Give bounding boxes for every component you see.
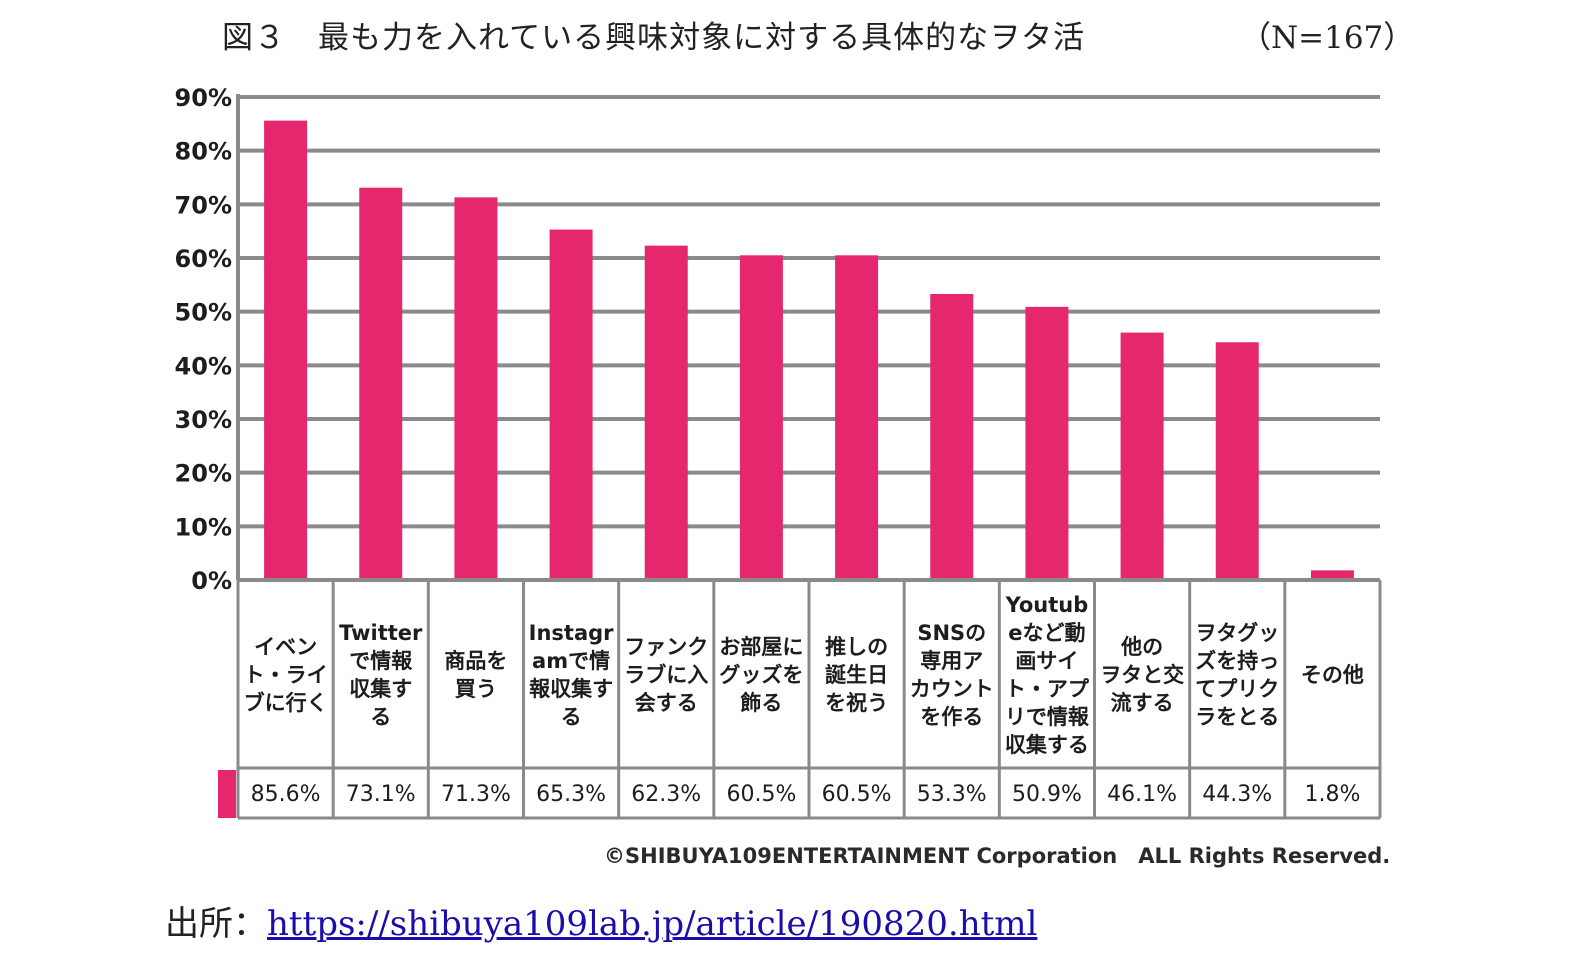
category-label: 画サイ <box>1015 649 1078 673</box>
source-label: 出所： <box>165 904 267 944</box>
bar <box>644 245 688 580</box>
category-label: ラブに入 <box>624 663 708 687</box>
y-tick-label: 50% <box>175 299 232 327</box>
category-label: てプリク <box>1195 677 1279 701</box>
category-label: イベン <box>254 635 317 659</box>
category-label: ラをとる <box>1195 705 1279 729</box>
copyright-notice: ©SHIBUYA109ENTERTAINMENT Corporation ALL… <box>604 844 1391 868</box>
category-label: 収集する <box>1005 733 1089 757</box>
bar <box>1025 306 1069 580</box>
bar <box>930 293 974 580</box>
category-label: 会する <box>635 691 698 715</box>
category-label: Youtub <box>1005 593 1089 617</box>
category-label: ズを持っ <box>1195 649 1279 673</box>
bar <box>835 255 879 581</box>
category-label: その他 <box>1301 663 1364 687</box>
category-label: 推しの <box>825 635 888 659</box>
category-label: を祝う <box>825 691 888 715</box>
category-label: 買う <box>455 677 497 701</box>
category-label: eなど動 <box>1008 621 1085 645</box>
bar <box>739 255 783 581</box>
category-label: 商品を <box>444 649 507 673</box>
category-label: る <box>561 705 582 729</box>
value-label: 85.6% <box>251 782 321 807</box>
category-label: Instagr <box>529 621 615 645</box>
value-label: 62.3% <box>631 782 701 807</box>
value-label: 46.1% <box>1107 782 1177 807</box>
category-label: 飾る <box>740 691 782 715</box>
value-label: 44.3% <box>1202 782 1272 807</box>
y-tick-label: 10% <box>175 513 232 541</box>
category-label: グッズを <box>719 663 803 687</box>
source-link[interactable]: https://shibuya109lab.jp/article/190820.… <box>267 904 1038 944</box>
source-line: 出所：https://shibuya109lab.jp/article/1908… <box>165 896 1037 945</box>
value-label: 73.1% <box>346 782 416 807</box>
category-label: 流する <box>1111 691 1174 715</box>
category-label: ヲタグッ <box>1195 621 1279 645</box>
category-label: で情報 <box>349 649 413 673</box>
value-label: 53.3% <box>917 782 987 807</box>
value-label: 71.3% <box>441 782 511 807</box>
bars <box>264 120 1354 581</box>
y-tick-label: 30% <box>175 406 232 434</box>
y-tick-label: 20% <box>175 460 232 488</box>
category-label: リで情報 <box>1005 705 1090 729</box>
category-label: を作る <box>920 705 983 729</box>
bar <box>1310 570 1354 580</box>
bar <box>1215 342 1259 580</box>
bar <box>549 229 593 580</box>
category-label: amで情 <box>532 649 610 673</box>
y-tick-label: 70% <box>175 191 232 219</box>
y-tick-label: 60% <box>175 245 232 273</box>
category-label: る <box>370 705 391 729</box>
category-label: Twitter <box>339 621 423 645</box>
grid-lines <box>236 94 1380 580</box>
category-label: 誕生日 <box>825 663 888 687</box>
sample-size: （N=167） <box>1240 20 1415 56</box>
chart-title: 図３ 最も力を入れている興味対象に対する具体的なヲタ活 （N=167） <box>0 6 1579 58</box>
category-label: ファンク <box>624 635 708 659</box>
bar <box>1120 332 1164 580</box>
category-label: ブに行く <box>244 691 328 715</box>
category-label: カウント <box>910 677 994 701</box>
y-tick-label: 90% <box>175 84 232 112</box>
bar <box>264 120 308 580</box>
value-label: 60.5% <box>822 782 892 807</box>
y-tick-label: 40% <box>175 352 232 380</box>
y-tick-label: 80% <box>175 138 232 166</box>
category-label: お部屋に <box>719 635 803 659</box>
legend-swatch <box>218 770 236 818</box>
value-label: 1.8% <box>1304 782 1360 807</box>
data-table: イベント・ライブに行くTwitterで情報収集する商品を買うInstagramで… <box>218 578 1382 820</box>
category-label: ヲタと交 <box>1100 663 1184 687</box>
category-label: ト・アプ <box>1005 677 1090 701</box>
y-tick-label: 0% <box>191 567 232 595</box>
category-label: SNSの <box>917 621 986 645</box>
value-label: 65.3% <box>536 782 606 807</box>
bar <box>359 187 403 581</box>
category-label: ト・ライ <box>244 663 328 687</box>
value-label: 50.9% <box>1012 782 1082 807</box>
figure-title: 図３ 最も力を入れている興味対象に対する具体的なヲタ活 <box>222 20 1086 56</box>
bar <box>454 197 498 580</box>
value-label: 60.5% <box>726 782 796 807</box>
category-label: 収集す <box>349 677 412 701</box>
y-axis-ticks: 0% 10% 20% 30% 40% 50% 60% 70% 80% 90% <box>175 84 232 595</box>
category-label: 報収集す <box>529 677 613 701</box>
category-label: 他の <box>1120 635 1163 659</box>
category-label: 専用ア <box>920 649 983 673</box>
